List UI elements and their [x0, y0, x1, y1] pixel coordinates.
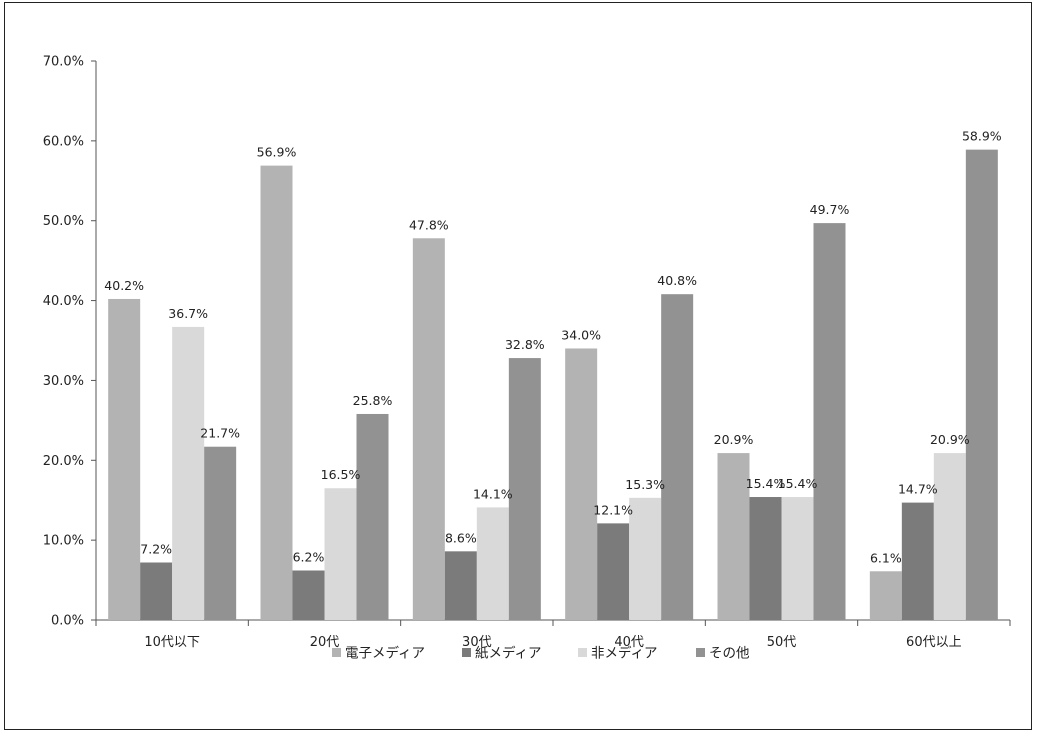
bar	[597, 523, 630, 620]
bar	[108, 298, 141, 620]
bar	[356, 413, 389, 620]
data-label: 7.2%	[140, 542, 172, 557]
data-label: 25.8%	[353, 393, 393, 408]
legend: 電子メディア 紙メディア 非メディア その他	[332, 645, 750, 662]
data-label: 20.9%	[714, 432, 754, 447]
bar	[508, 358, 541, 620]
legend-swatch	[696, 648, 705, 657]
bar	[629, 497, 662, 620]
x-tick-label: 40代	[614, 635, 644, 650]
x-tick-label: 50代	[767, 635, 797, 650]
bar	[965, 149, 998, 621]
x-tick-label: 60代以上	[906, 635, 962, 650]
bar	[717, 453, 750, 620]
data-label: 36.7%	[168, 306, 208, 321]
bar	[444, 551, 477, 620]
y-axis: 0.0% 10.0% 20.0% 30.0% 40.0% 50.0% 60.0% 70.0%	[43, 55, 97, 629]
bar	[324, 488, 357, 620]
data-label: 14.7%	[898, 482, 938, 497]
data-label: 21.7%	[200, 426, 240, 441]
data-label: 34.0%	[561, 327, 601, 342]
x-axis: 10代以下 20代 30代 40代 50代 60代以上	[95, 619, 1011, 650]
data-label: 6.2%	[293, 549, 325, 564]
legend-label: 電子メディア	[345, 645, 425, 662]
y-tick-label: 50.0%	[43, 214, 84, 229]
bar	[260, 165, 293, 620]
bar	[172, 326, 205, 620]
bar	[292, 570, 325, 620]
x-tick-label: 20代	[310, 635, 340, 650]
data-label: 40.2%	[104, 278, 144, 293]
y-tick-label: 20.0%	[43, 454, 84, 469]
x-tick-label: 30代	[462, 635, 492, 650]
bar	[933, 453, 966, 620]
legend-label: その他	[709, 646, 750, 662]
legend-swatch	[332, 648, 341, 657]
data-label: 16.5%	[321, 467, 361, 482]
data-label: 8.6%	[445, 530, 477, 545]
data-label: 32.8%	[505, 337, 545, 352]
data-label: 56.9%	[257, 145, 297, 160]
bar	[140, 562, 173, 620]
y-tick-label: 30.0%	[43, 374, 84, 389]
data-label: 12.1%	[593, 502, 633, 517]
data-label: 47.8%	[409, 217, 449, 232]
y-tick-label: 70.0%	[43, 55, 84, 70]
data-labels: 40.2% 56.9% 47.8% 34.0% 20.9% 6.1% 7.2% 6.2% 8.6…	[104, 129, 1001, 566]
y-tick-label: 40.0%	[43, 294, 84, 309]
bar	[901, 502, 934, 620]
data-label: 6.1%	[870, 550, 902, 565]
bar	[781, 497, 814, 620]
bars	[108, 149, 998, 621]
bar	[204, 446, 237, 620]
legend-swatch	[462, 648, 471, 657]
legend-label: 紙メディア	[475, 645, 542, 662]
bar	[749, 497, 782, 620]
data-label: 15.3%	[625, 477, 665, 492]
data-label: 58.9%	[962, 129, 1002, 144]
y-tick-label: 10.0%	[43, 534, 84, 549]
bar	[869, 571, 902, 620]
data-label: 40.8%	[657, 273, 697, 288]
legend-label: 非メディア	[591, 645, 658, 662]
data-label: 15.4%	[778, 476, 818, 491]
data-label: 14.1%	[473, 486, 513, 501]
bar	[476, 507, 509, 620]
data-label: 20.9%	[930, 432, 970, 447]
bar	[661, 294, 694, 620]
bar	[813, 223, 846, 621]
bar	[565, 348, 598, 620]
y-tick-label: 60.0%	[43, 134, 84, 149]
y-tick-label: 0.0%	[51, 614, 84, 629]
bar	[412, 238, 445, 621]
x-tick-label: 10代以下	[144, 635, 200, 650]
data-label: 15.4%	[746, 476, 786, 491]
legend-swatch	[578, 648, 587, 657]
data-label: 49.7%	[810, 202, 850, 217]
